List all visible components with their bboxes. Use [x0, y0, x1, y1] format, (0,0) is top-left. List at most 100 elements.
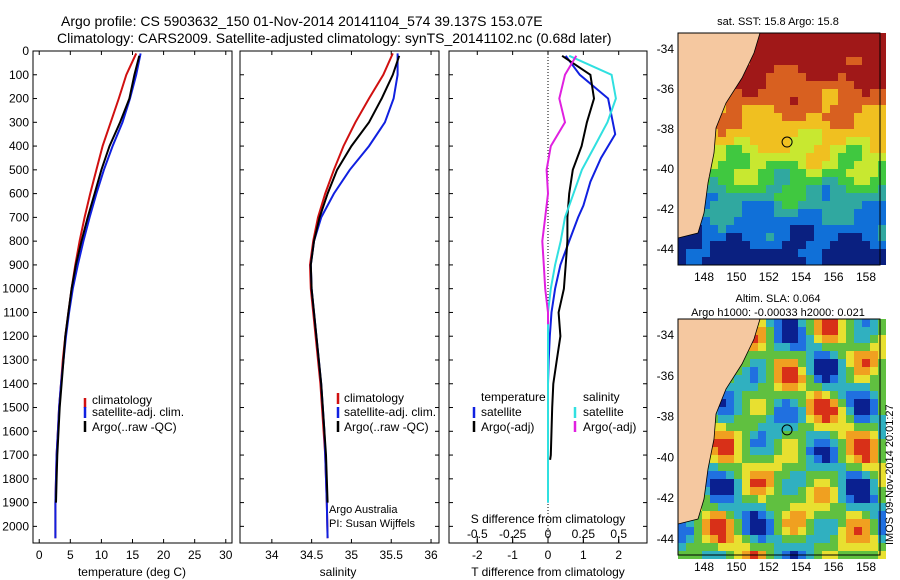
- map-cell: [806, 415, 814, 423]
- map-lon-label: 154: [791, 270, 811, 284]
- map-cell: [854, 471, 862, 479]
- map-cell: [710, 177, 718, 185]
- map-cell: [742, 113, 750, 121]
- sla-map: -34 -36 -38 -40 -42 -44 148 150 152 154 156 158: [657, 318, 886, 574]
- map-cell: [750, 193, 758, 201]
- map-cell: [766, 33, 774, 41]
- map-cell: [758, 415, 766, 423]
- map-cell: [814, 129, 822, 137]
- map-cell: [718, 225, 726, 233]
- map-cell: [870, 49, 878, 57]
- map-cell: [854, 511, 862, 519]
- map-cell: [790, 57, 798, 65]
- map-cell: [686, 535, 694, 543]
- map-cell: [846, 391, 854, 399]
- sla-map-subtitle: Argo h1000: -0.00033 h2000: 0.021: [691, 307, 865, 319]
- map-cell: [734, 129, 742, 137]
- map-cell: [774, 471, 782, 479]
- map-cell: [750, 145, 758, 153]
- map-cell: [774, 169, 782, 177]
- map-cell: [702, 495, 710, 503]
- map-cell: [814, 225, 822, 233]
- map-cell: [742, 423, 750, 431]
- map-cell: [870, 65, 878, 73]
- map-cell: [790, 375, 798, 383]
- map-cell: [830, 375, 838, 383]
- map-cell: [766, 423, 774, 431]
- map-cell: [718, 471, 726, 479]
- map-cell: [814, 375, 822, 383]
- map-cell: [846, 257, 854, 265]
- map-cell: [718, 185, 726, 193]
- map-cell: [702, 257, 710, 265]
- map-cell: [790, 431, 798, 439]
- map-cell: [830, 519, 838, 527]
- map-cell: [702, 225, 710, 233]
- map-cell: [782, 503, 790, 511]
- map-cell: [702, 201, 710, 209]
- map-cell: [870, 487, 878, 495]
- map-cell: [742, 217, 750, 225]
- map-cell: [710, 519, 718, 527]
- map-cell: [806, 431, 814, 439]
- map-cell: [782, 105, 790, 113]
- x-tick-label: 15: [126, 548, 140, 562]
- map-cell: [798, 367, 806, 375]
- map-cell: [830, 367, 838, 375]
- map-cell: [806, 249, 814, 257]
- y-tick-label: 1300: [2, 353, 29, 367]
- map-cell: [734, 241, 742, 249]
- map-cell: [870, 383, 878, 391]
- map-cell: [830, 65, 838, 73]
- legend-argo-label: Argo(..raw -QC): [92, 420, 177, 434]
- map-cell: [742, 161, 750, 169]
- map-cell: [822, 153, 830, 161]
- map-cell: [798, 463, 806, 471]
- map-cell: [870, 57, 878, 65]
- map-cell: [790, 407, 798, 415]
- map-cell: [846, 455, 854, 463]
- map-frame: [677, 32, 881, 266]
- map-cell: [758, 249, 766, 257]
- map-cell: [838, 249, 846, 257]
- map-cell: [774, 81, 782, 89]
- map-cell: [790, 145, 798, 153]
- map-cell: [782, 129, 790, 137]
- map-cell: [750, 359, 758, 367]
- map-cell: [702, 217, 710, 225]
- map-cell: [806, 145, 814, 153]
- map-cell: [870, 209, 878, 217]
- map-cell: [766, 511, 774, 519]
- map-cell: [790, 335, 798, 343]
- map-cell: [702, 209, 710, 217]
- map-cell: [750, 225, 758, 233]
- map-cell: [846, 511, 854, 519]
- map-cell: [798, 57, 806, 65]
- map-cell: [854, 121, 862, 129]
- map-cell: [806, 543, 814, 551]
- map-cell: [782, 447, 790, 455]
- legend-sat-label: satellite-adj. clim.: [92, 405, 184, 419]
- map-cell: [734, 471, 742, 479]
- map-cell: [774, 407, 782, 415]
- map-cell: [830, 423, 838, 431]
- map-cell: [718, 535, 726, 543]
- map-cell: [734, 423, 742, 431]
- map-cell: [702, 233, 710, 241]
- map-cell: [838, 201, 846, 209]
- map-cell: [846, 319, 854, 327]
- map-cell: [798, 327, 806, 335]
- map-cell: [854, 439, 862, 447]
- map-cell: [830, 129, 838, 137]
- map-cell: [838, 241, 846, 249]
- map-cell: [678, 543, 686, 551]
- map-cell: [862, 383, 870, 391]
- map-cell: [758, 49, 766, 57]
- map-cell: [750, 519, 758, 527]
- map-cell: [830, 391, 838, 399]
- map-cell: [846, 185, 854, 193]
- legend-clim-label: climatology: [92, 393, 152, 407]
- map-cell: [774, 241, 782, 249]
- map-cell: [878, 105, 886, 113]
- map-cell: [878, 359, 886, 367]
